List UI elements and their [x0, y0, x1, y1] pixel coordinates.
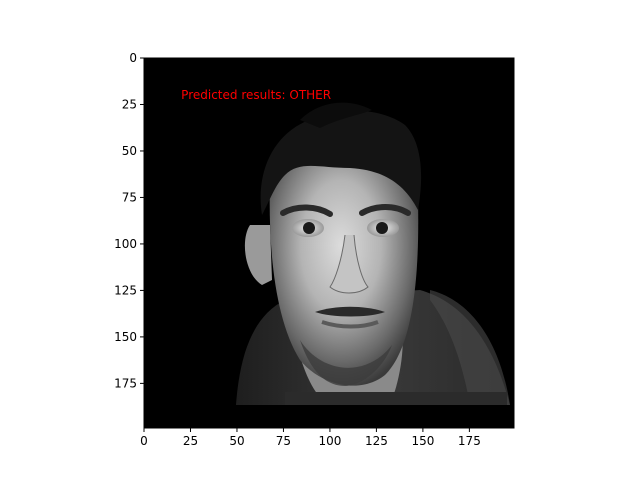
y-tick-label: 0	[129, 51, 137, 65]
x-tick-label: 125	[365, 434, 388, 448]
y-tick-label: 100	[114, 237, 137, 251]
face-image	[144, 58, 514, 428]
y-axis-ticks: 0 25 50 75 100 125 150 175	[114, 51, 144, 390]
x-tick-label: 0	[140, 434, 148, 448]
y-tick-label: 175	[114, 376, 137, 390]
x-axis-ticks: 0 25 50 75 100 125 150 175	[140, 428, 481, 448]
y-tick-label: 75	[122, 190, 137, 204]
axes-frame	[143, 57, 515, 429]
prediction-label: Predicted results: OTHER	[181, 88, 331, 102]
x-tick-label: 150	[411, 434, 434, 448]
x-tick-label: 175	[458, 434, 481, 448]
x-tick-label: 50	[229, 434, 244, 448]
y-tick-label: 125	[114, 283, 137, 297]
x-tick-label: 100	[318, 434, 341, 448]
y-tick-label: 25	[122, 97, 137, 111]
x-tick-label: 25	[183, 434, 198, 448]
x-tick-label: 75	[276, 434, 291, 448]
y-tick-label: 150	[114, 330, 137, 344]
y-tick-label: 50	[122, 144, 137, 158]
